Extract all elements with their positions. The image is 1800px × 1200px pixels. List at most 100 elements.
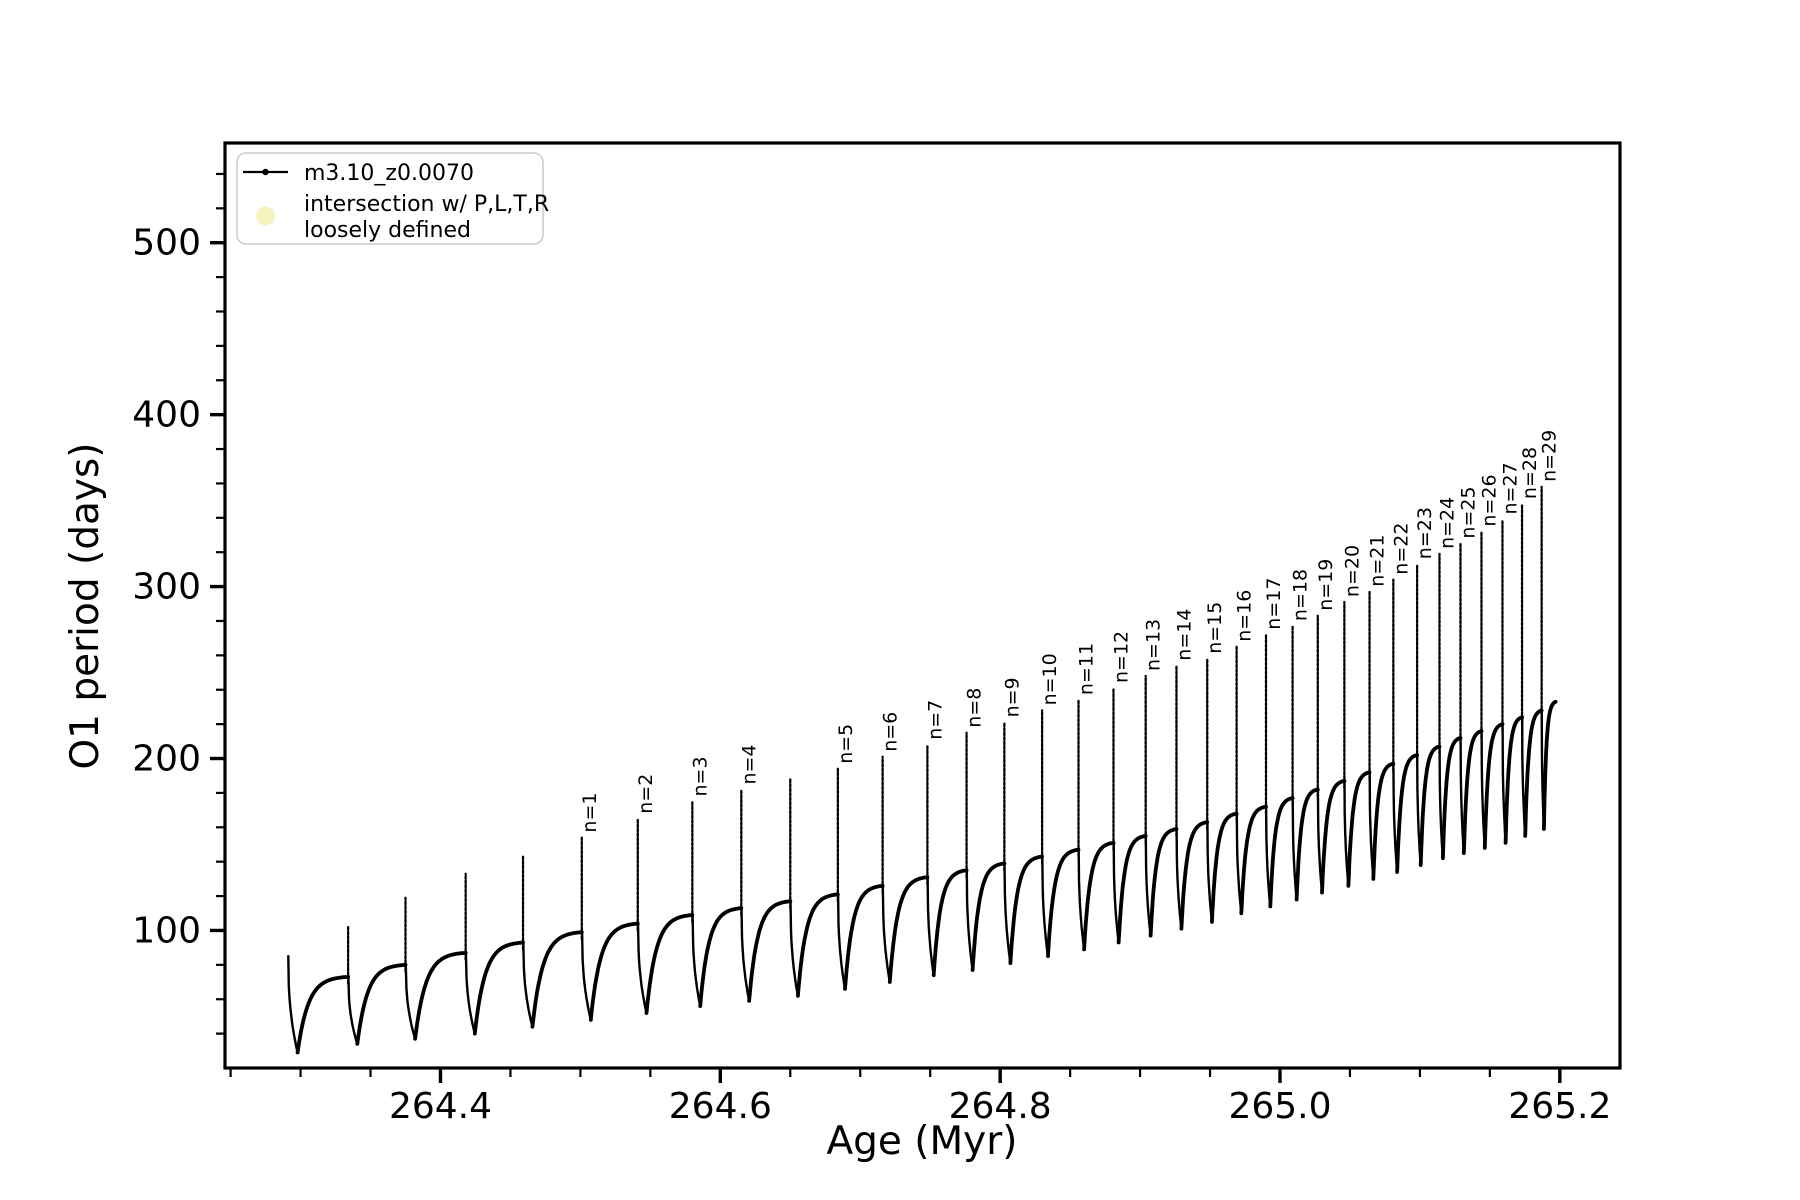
- x-tick-label: 264.6: [669, 1086, 772, 1127]
- cycle-drop-segment: [691, 913, 702, 1008]
- cycle-rise-segment: [1371, 761, 1396, 881]
- spike-label: n=21: [1367, 535, 1389, 587]
- cycle-rise-segment: [1320, 779, 1347, 895]
- legend-entry-intersection-label-line2: loosely defined: [304, 218, 471, 243]
- spike-label: n=27: [1500, 462, 1522, 514]
- cycle-rise-segment: [1461, 729, 1484, 855]
- spike-label: n=22: [1390, 523, 1412, 575]
- spike-label: n=14: [1174, 609, 1196, 661]
- spike-annotations: n=1 n=2 n=3 n=4 n=5 n=6 n=7 n=8 n=9 n=10 n=11 n=12 n…: [579, 430, 1561, 833]
- legend-entry-intersection-label-line1: intersection w/ P,L,T,R: [304, 192, 549, 217]
- spike-label: n=26: [1479, 474, 1501, 526]
- spike-label: n=16: [1234, 590, 1256, 642]
- y-tick-label: 200: [132, 739, 201, 780]
- legend-intersection-marker-icon: [256, 206, 275, 226]
- cycle-rise-segment: [588, 921, 640, 1022]
- axis-ticks: 264.4 264.6 264.8 265.0 265.2 100 200 300 400 500: [132, 172, 1611, 1127]
- cycle-rise-segment: [1268, 796, 1295, 909]
- cycle-rise-segment: [1046, 847, 1081, 959]
- cycle-rise-segment: [1210, 811, 1239, 924]
- spike-label: n=25: [1458, 486, 1480, 538]
- cycle-drop-segment: [580, 931, 592, 1022]
- cycle-rise-segment: [1082, 840, 1116, 952]
- cycle-rise-segment: [1503, 715, 1524, 845]
- cycle-drop-segment: [636, 922, 648, 1015]
- y-tick-label: 300: [132, 567, 201, 608]
- cycle-rise-segment: [472, 940, 525, 1036]
- spike-label: n=17: [1263, 578, 1285, 630]
- spike-label: n=9: [1001, 677, 1023, 717]
- x-axis-title: Age (Myr): [826, 1119, 1017, 1164]
- legend-dot-marker-icon: [262, 168, 269, 176]
- cycle-rise-segment: [1294, 787, 1320, 902]
- cycle-rise-segment: [1418, 744, 1442, 867]
- y-axis-title: O1 period (days): [63, 442, 108, 769]
- spike-label: n=8: [964, 688, 986, 728]
- cycle-rise-segment: [295, 975, 350, 1055]
- cycle-rise-segment: [1346, 770, 1372, 888]
- cycle-rise-segment: [1239, 804, 1268, 916]
- spike-label: n=6: [880, 712, 902, 752]
- legend-entry-series-label: m3.10_z0.0070: [304, 161, 474, 186]
- cycle-rise-segment: [1148, 827, 1179, 938]
- cycle-drop-segment: [836, 893, 847, 991]
- spike-label: n=23: [1414, 507, 1436, 559]
- cycle-rise-segment: [1441, 736, 1463, 861]
- cycle-rise-segment: [1482, 722, 1505, 850]
- spike-label: n=18: [1290, 569, 1312, 621]
- spike-label: n=10: [1039, 653, 1061, 705]
- spike-label: n=2: [635, 774, 657, 814]
- cycle-rise-segment: [698, 906, 744, 1008]
- spike-label: n=4: [738, 744, 760, 784]
- legend: m3.10_z0.0070 intersection w/ P,L,T,R lo…: [236, 152, 549, 245]
- cycle-drop-segment: [522, 941, 534, 1028]
- spike-label: n=11: [1076, 643, 1098, 695]
- cycle-drop-segment: [464, 951, 476, 1035]
- cycle-rise-segment: [747, 899, 793, 1003]
- cycle-drop-segment: [881, 884, 891, 984]
- legend-box: [236, 152, 544, 245]
- spike-label: n=3: [689, 756, 711, 796]
- spike-label: n=1: [579, 793, 601, 833]
- cycle-drop-segment: [789, 900, 800, 997]
- spike-label: n=24: [1437, 497, 1459, 549]
- plot-frame: [223, 141, 1622, 1070]
- data-curve: [287, 485, 1558, 1055]
- y-tick-label: 400: [132, 395, 201, 436]
- x-tick-label: 264.4: [389, 1086, 492, 1127]
- y-tick-label: 500: [132, 223, 201, 264]
- cycle-rise-segment: [413, 950, 468, 1041]
- spike-label: n=28: [1519, 447, 1541, 499]
- cycle-drop-segment: [347, 975, 359, 1046]
- cycle-rise-segment: [970, 861, 1007, 972]
- cycle-drop-segment: [404, 963, 417, 1040]
- cycle-rise-segment: [843, 883, 885, 991]
- x-tick-label: 265.2: [1508, 1086, 1611, 1127]
- x-tick-label: 264.8: [949, 1086, 1052, 1127]
- spike-label: n=7: [924, 700, 946, 740]
- spike-label: n=13: [1143, 619, 1165, 671]
- cycle-drop-segment: [926, 876, 935, 977]
- cycle-rise-segment: [796, 892, 840, 998]
- spike-label: n=15: [1204, 602, 1226, 654]
- y-tick-label: 100: [132, 910, 201, 951]
- cycle-rise-segment: [644, 913, 695, 1015]
- cycle-rise-segment: [1523, 708, 1544, 838]
- spike-label: n=12: [1111, 631, 1133, 683]
- cycle-rise-segment: [1116, 834, 1148, 945]
- cycle-rise-segment: [1395, 753, 1419, 874]
- cycle-rise-segment: [530, 930, 584, 1029]
- cycle-rise-segment: [1542, 699, 1558, 831]
- cycle-rise-segment: [1179, 820, 1210, 931]
- cycle-rise-segment: [355, 962, 408, 1046]
- cycle-rise-segment: [887, 875, 930, 984]
- spike-label: n=19: [1315, 559, 1337, 611]
- x-tick-label: 265.0: [1228, 1086, 1331, 1127]
- cycle-rise-segment: [1008, 854, 1044, 965]
- spike-label: n=20: [1341, 545, 1363, 597]
- cycle-rise-segment: [931, 868, 969, 978]
- cycle-drop-segment: [287, 955, 299, 1054]
- cycle-drop-segment: [740, 906, 751, 1003]
